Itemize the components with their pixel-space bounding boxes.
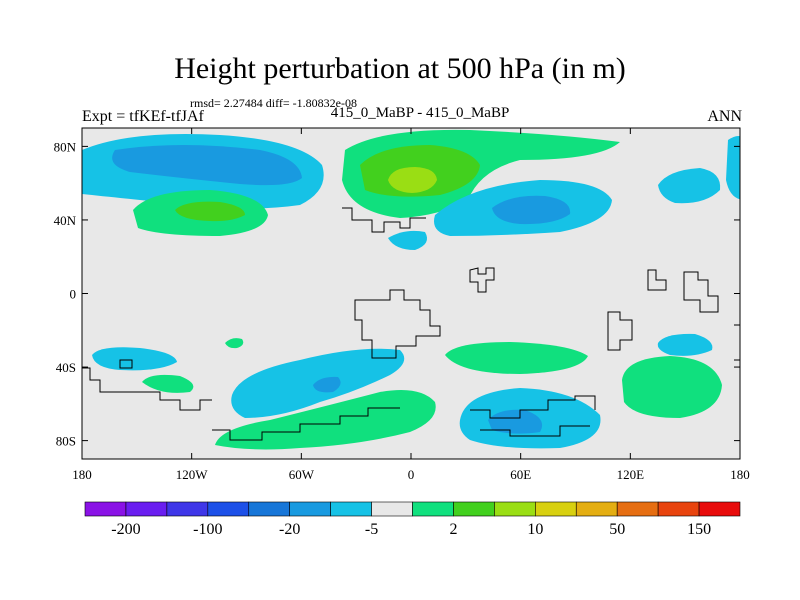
contour-region	[175, 201, 245, 222]
lon-tick-label: 60E	[510, 467, 531, 482]
case-label: 415_0_MaBP - 415_0_MaBP	[330, 105, 510, 121]
contour-region	[92, 347, 177, 371]
colorbar-label: -200	[111, 521, 140, 538]
lat-tick-label: 40S	[56, 360, 76, 375]
latitude-axis: 80N 40N 0 40S 80S	[54, 139, 740, 449]
colorbar-label: -100	[193, 521, 222, 538]
colorbar-label: 50	[609, 521, 625, 538]
colorbar-swatch	[371, 501, 413, 517]
contour-region	[388, 167, 437, 193]
colorbar-swatch	[330, 501, 372, 517]
contour-region	[215, 389, 436, 450]
plot-title: Height perturbation at 500 hPa (in m)	[174, 52, 626, 85]
contour-region	[657, 333, 713, 356]
colorbar-swatch	[207, 501, 250, 517]
colorbar-swatch	[289, 501, 331, 517]
contour-region	[112, 145, 302, 186]
colorbar-swatch	[248, 501, 290, 517]
contour-region	[492, 195, 571, 225]
contour-region	[622, 356, 722, 418]
colorbar-label: 150	[687, 521, 711, 538]
colorbar-swatch	[698, 501, 741, 517]
contour-region	[488, 409, 543, 434]
colorbar-swatch	[125, 501, 168, 517]
colorbar-label: -20	[279, 521, 300, 538]
lat-tick-label: 80N	[54, 139, 77, 154]
lon-tick-label: 120W	[176, 467, 209, 482]
lon-tick-label: 0	[408, 467, 415, 482]
lon-tick-label: 180	[72, 467, 92, 482]
lat-tick-label: 40N	[54, 213, 77, 228]
lon-tick-label: 120E	[617, 467, 645, 482]
colorbar-swatch	[535, 501, 577, 517]
contour-region	[225, 338, 244, 349]
colorbar-swatch	[494, 501, 536, 517]
contour-field	[82, 129, 740, 450]
colorbar-label: 10	[527, 521, 543, 538]
colorbar-swatch	[84, 501, 127, 517]
lat-tick-label: 0	[70, 287, 77, 302]
colorbar-swatch	[412, 501, 454, 517]
lat-tick-label: 80S	[56, 434, 76, 449]
lon-tick-label: 180	[730, 467, 750, 482]
longitude-axis: 180 120W 60W 0 60E 120E 180	[72, 128, 750, 482]
colorbar-swatch	[616, 501, 659, 517]
colorbar: -200 -100 -20 -5 2 10 50 150	[84, 501, 741, 538]
colorbar-swatch	[453, 501, 495, 517]
colorbar-label: -5	[365, 521, 378, 538]
contour-region	[445, 342, 588, 374]
colorbar-swatch	[575, 501, 618, 517]
experiment-label: Expt = tfKEf-tfJAf	[82, 108, 204, 125]
contour-region	[388, 230, 428, 250]
colorbar-label: 2	[449, 521, 457, 538]
colorbar-swatch	[657, 501, 700, 517]
lon-tick-label: 60W	[289, 467, 315, 482]
contour-region	[726, 136, 740, 200]
contour-region	[142, 374, 194, 393]
colorbar-swatch	[166, 501, 209, 517]
season-label: ANN	[707, 108, 742, 125]
contour-region	[313, 376, 341, 393]
coastline	[82, 207, 740, 441]
stats-label: rmsd= 2.27484 diff= -1.80832e-08	[190, 96, 357, 110]
contour-region	[658, 168, 721, 204]
